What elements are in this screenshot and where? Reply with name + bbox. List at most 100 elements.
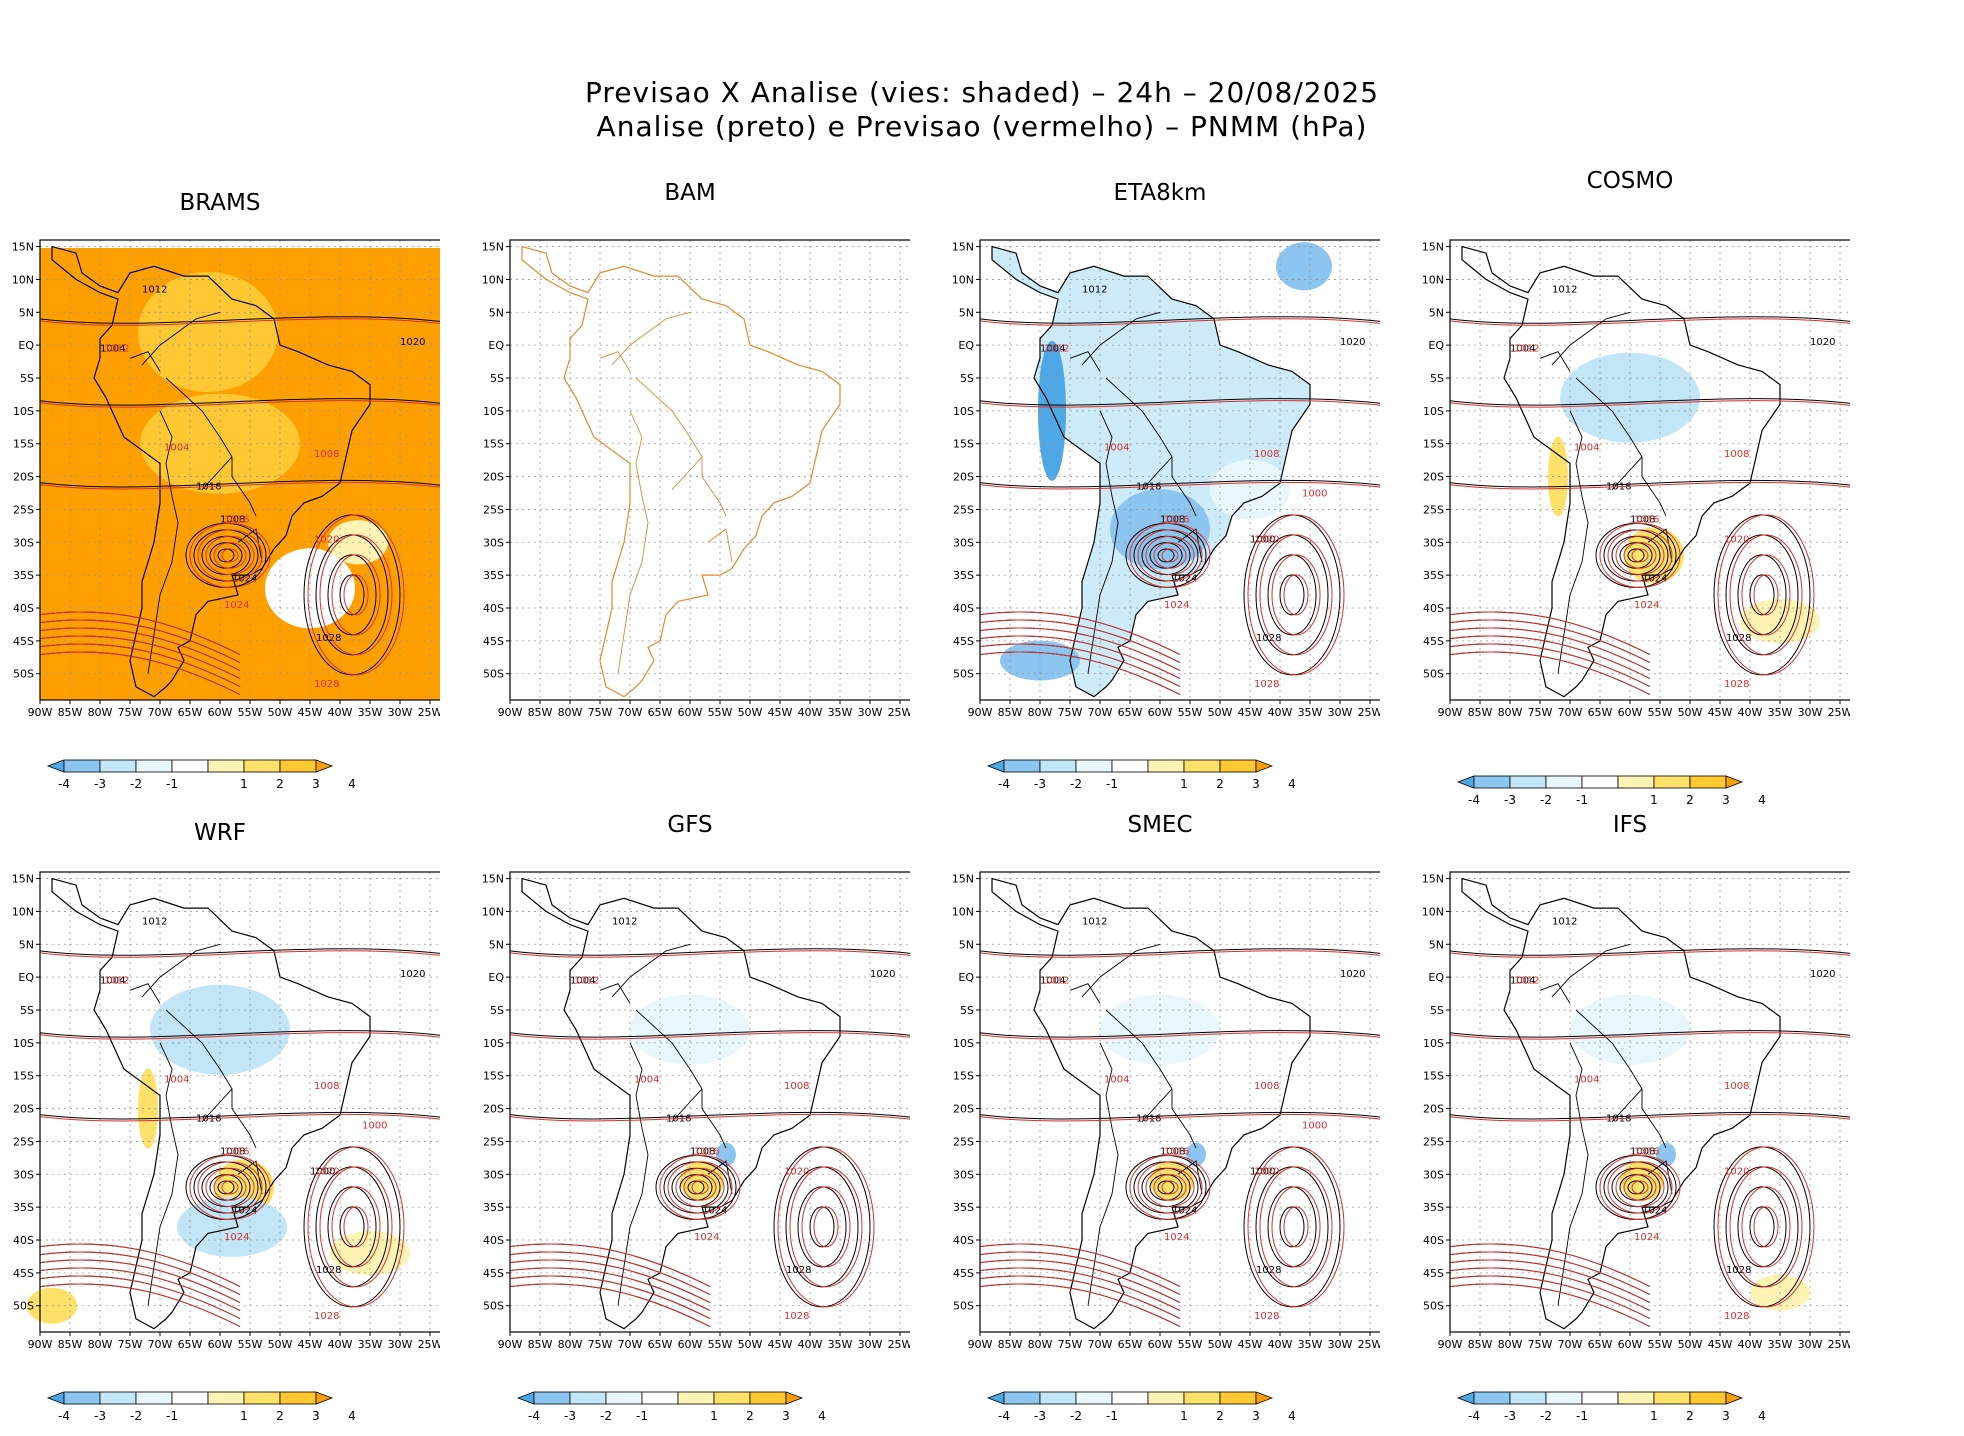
contour-label: 1020 <box>1340 337 1365 348</box>
colorbar-label: -3 <box>94 1409 106 1423</box>
zonal-contour <box>979 398 1380 406</box>
contour-label: 1004 <box>164 1074 189 1085</box>
lat-label: 15S <box>953 438 974 451</box>
colorbar-segment <box>1509 1391 1547 1405</box>
lon-label: 55W <box>238 706 263 719</box>
lon-label: 65W <box>648 1338 673 1351</box>
lat-label: 35S <box>953 569 974 582</box>
lat-label: 25S <box>953 1135 974 1148</box>
lat-label: 45S <box>483 1267 504 1280</box>
lat-label: 25S <box>1423 1135 1444 1148</box>
figure-title-line-2: Analise (preto) e Previsao (vermelho) – … <box>596 110 1368 143</box>
contour-label: 1012 <box>104 344 129 355</box>
country-border <box>617 410 649 674</box>
lat-label: 50S <box>1423 1300 1444 1313</box>
colorbar-segment <box>135 1391 173 1405</box>
contour-label: 1012 <box>1552 285 1577 296</box>
high-pressure-contour <box>1729 1166 1803 1288</box>
contour-label: 1008 <box>314 1081 339 1092</box>
lon-label: 40W <box>1738 706 1763 719</box>
colorbar-segment <box>1653 1391 1691 1405</box>
colorbar-segment <box>1183 759 1221 773</box>
lon-label: 75W <box>588 706 613 719</box>
zonal-contour <box>979 948 1380 956</box>
colorbar-label: 2 <box>1216 1409 1224 1423</box>
lat-label: 30S <box>13 536 34 549</box>
contour-label: 1004 <box>1040 344 1065 355</box>
pressure-contours-forecast: 1012 1016 1020 1024 1028 1004 1008 <box>1449 318 1850 696</box>
southern-contour <box>1449 643 1651 688</box>
contour-label: 1008 <box>1724 449 1749 460</box>
panel-brams: BRAMS 1012 1016 1020 1024 1028 1004 1008 1012 101… <box>0 190 440 791</box>
lon-label: 75W <box>588 1338 613 1351</box>
low-pressure-contour <box>1627 548 1645 563</box>
country-border <box>1611 456 1643 491</box>
southern-contour <box>39 1275 241 1320</box>
contour-label: 1024 <box>232 574 257 585</box>
country-border <box>201 1088 233 1123</box>
lon-label: 45W <box>1708 706 1733 719</box>
lat-label: 30S <box>1423 1168 1444 1181</box>
bias-patch <box>1276 242 1332 291</box>
lat-label: 10N <box>952 273 974 286</box>
contour-label: 1016 <box>1634 515 1659 526</box>
zonal-contour <box>509 1030 910 1038</box>
contour-label: 1024 <box>1642 574 1667 585</box>
lat-label: 35S <box>483 569 504 582</box>
lon-label: 90W <box>968 706 993 719</box>
lat-label: 40S <box>13 1234 34 1247</box>
lat-label: EQ <box>18 971 34 984</box>
colorbar-segment <box>63 759 101 773</box>
southern-contour <box>979 619 1181 664</box>
colorbar-label: 3 <box>1722 793 1730 807</box>
contour-label: 1024 <box>1634 1232 1659 1243</box>
colorbar-segment <box>1689 775 1727 789</box>
high-pressure-contour <box>801 1186 851 1268</box>
lon-label: 30W <box>858 1338 883 1351</box>
lat-label: 5S <box>960 372 974 385</box>
colorbar-label: 2 <box>276 1409 284 1423</box>
lon-label: 40W <box>328 1338 353 1351</box>
high-pressure-contour <box>343 574 369 616</box>
lon-label: 35W <box>1298 706 1323 719</box>
lat-label: 10N <box>12 273 34 286</box>
bias-patch <box>1210 459 1290 520</box>
lat-label: 30S <box>1423 536 1444 549</box>
low-pressure-contour <box>1137 1161 1203 1214</box>
lon-label: 75W <box>1528 1338 1553 1351</box>
lat-label: 15S <box>483 1070 504 1083</box>
colorbar-segment <box>1617 1391 1655 1405</box>
lat-label: EQ <box>18 339 34 352</box>
high-pressure-contour <box>1749 1206 1775 1248</box>
colorbar-label: -3 <box>1504 793 1516 807</box>
panel-smec: SMEC 1012 1016 1020 1024 1028 1004 1008 1000 1012… <box>940 812 1380 1423</box>
contour-label: 1004 <box>100 344 125 355</box>
southern-contour <box>1449 619 1651 664</box>
lat-label: EQ <box>488 339 504 352</box>
lon-label: 30W <box>1798 706 1823 719</box>
colorbar-label: 1 <box>1180 777 1188 791</box>
zonal-contour <box>39 316 440 324</box>
colorbar-arrow-low <box>516 1391 535 1405</box>
lon-label: 25W <box>888 1338 910 1351</box>
map-ifs: 1012 1016 1020 1024 1028 1004 1008 1012 1016 1020… <box>1422 871 1850 1351</box>
lon-label: 25W <box>888 706 910 719</box>
lat-label: 50S <box>13 668 34 681</box>
lon-label: 80W <box>558 1338 583 1351</box>
lat-label: EQ <box>958 339 974 352</box>
contour-label: 1008 <box>1160 515 1185 526</box>
lat-label: 20S <box>13 471 34 484</box>
colorbar-segment <box>1219 759 1257 773</box>
low-pressure-contour <box>691 1180 709 1195</box>
contour-label: 1008 <box>1724 1081 1749 1092</box>
colorbar-arrow-low <box>986 759 1005 773</box>
southern-contour <box>509 1283 711 1328</box>
colorbar-arrow-low <box>986 1391 1005 1405</box>
colorbar-segment <box>207 1391 245 1405</box>
lat-label: 45S <box>953 1267 974 1280</box>
southern-contour <box>1449 1243 1651 1288</box>
coastline <box>521 245 841 698</box>
lon-label: 70W <box>148 1338 173 1351</box>
colorbar-segment <box>1003 1391 1041 1405</box>
country-border <box>671 456 703 491</box>
